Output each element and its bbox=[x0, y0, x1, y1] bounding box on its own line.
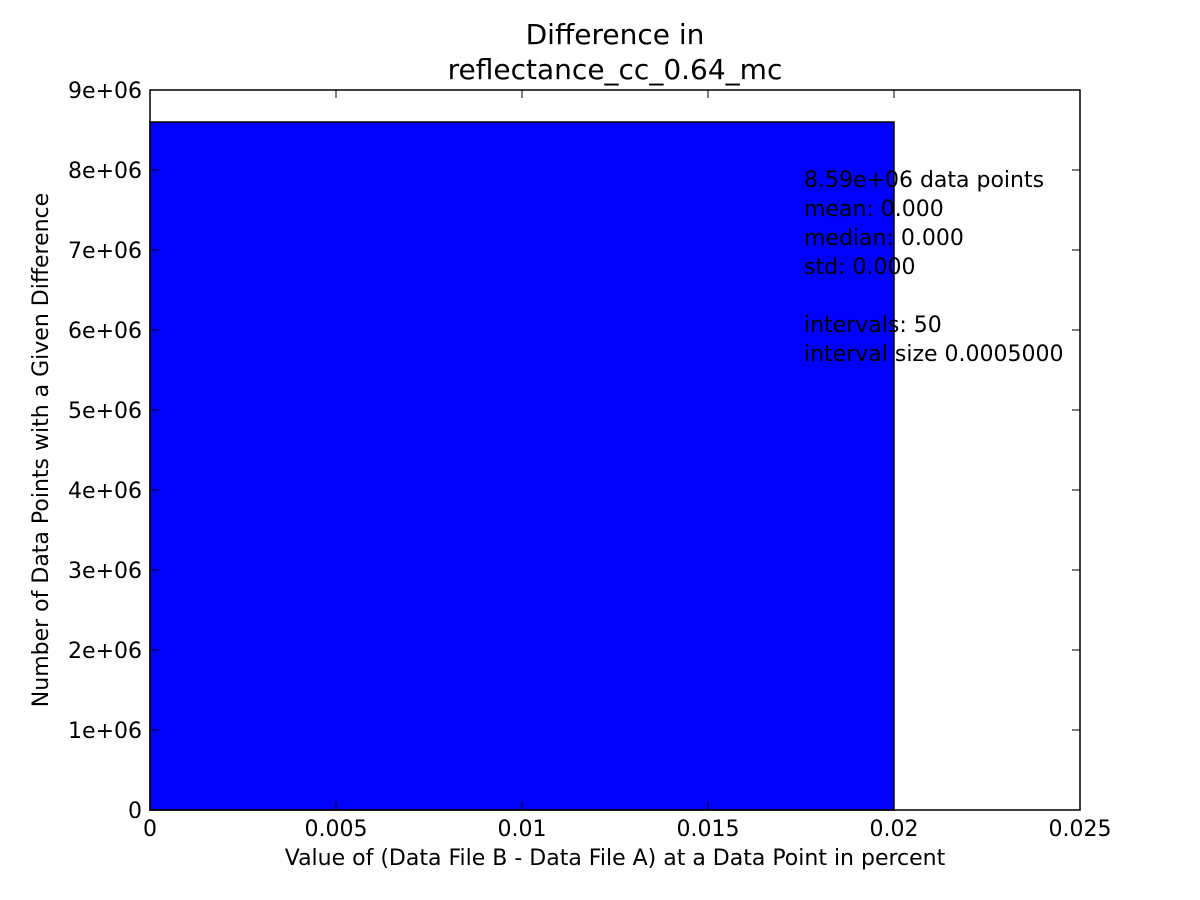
y-tick-label: 4e+06 bbox=[68, 479, 142, 504]
y-tick-label: 8e+06 bbox=[68, 159, 142, 184]
x-axis-ticks: 0 0.005 0.01 0.015 0.02 0.025 bbox=[143, 90, 1111, 842]
annotation-line: median: 0.000 bbox=[804, 226, 964, 251]
y-tick-label: 9e+06 bbox=[68, 79, 142, 104]
y-tick-label: 1e+06 bbox=[68, 719, 142, 744]
annotation-line: 8.59e+06 data points bbox=[804, 168, 1044, 193]
annotation-line: intervals: 50 bbox=[804, 313, 942, 338]
title-line-1: Difference in bbox=[526, 18, 705, 51]
title-line-2: reflectance_cc_0.64_mc bbox=[448, 53, 783, 86]
stats-annotation: 8.59e+06 data points mean: 0.000 median: 0… bbox=[804, 168, 1064, 367]
annotation-line: mean: 0.000 bbox=[804, 197, 944, 222]
y-tick-label: 0 bbox=[128, 799, 142, 824]
x-tick-label: 0.01 bbox=[498, 817, 547, 842]
x-tick-label: 0.015 bbox=[677, 817, 740, 842]
x-tick-label: 0.02 bbox=[870, 817, 919, 842]
y-tick-label: 5e+06 bbox=[68, 399, 142, 424]
plot-frame bbox=[149, 89, 1081, 811]
x-tick-label: 0 bbox=[143, 817, 157, 842]
x-tick-label: 0.025 bbox=[1049, 817, 1112, 842]
x-axis-label: Value of (Data File B - Data File A) at … bbox=[285, 846, 946, 871]
y-tick-label: 3e+06 bbox=[68, 559, 142, 584]
histogram-bar bbox=[149, 121, 895, 811]
annotation-line: interval size 0.0005000 bbox=[804, 342, 1064, 367]
y-axis-label: Number of Data Points with a Given Diffe… bbox=[29, 193, 54, 707]
annotation-line: std: 0.000 bbox=[804, 255, 915, 280]
y-tick-label: 2e+06 bbox=[68, 639, 142, 664]
y-axis-ticks: 0 1e+06 2e+06 3e+06 4e+06 5e+06 6e+06 7e+06 8e+0… bbox=[68, 79, 1080, 824]
x-tick-label: 0.005 bbox=[305, 817, 368, 842]
y-tick-label: 7e+06 bbox=[68, 239, 142, 264]
bars bbox=[149, 121, 895, 811]
y-tick-label: 6e+06 bbox=[68, 319, 142, 344]
